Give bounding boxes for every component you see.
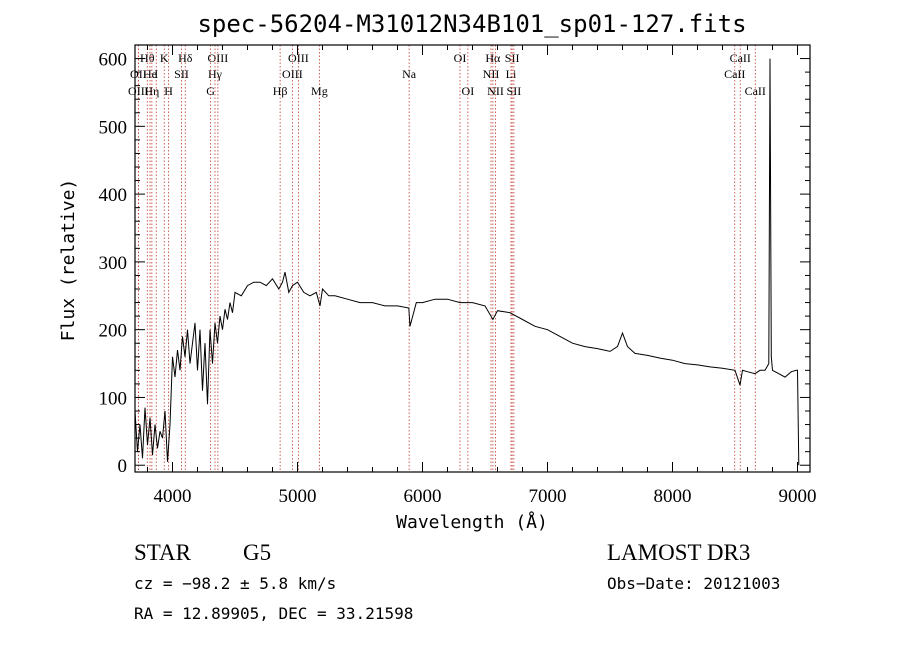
emission-line-label: CaII	[745, 84, 766, 98]
object-class: STAR	[134, 540, 192, 565]
x-tick-label: 9000	[779, 486, 817, 507]
emission-line-label: CaII	[730, 51, 751, 65]
plot-frame	[134, 44, 811, 473]
spectrum-line	[134, 58, 800, 466]
emission-line-label: SII	[174, 67, 189, 81]
emission-line-label: NII	[487, 84, 504, 98]
redshift-cz: cz = −98.2 ± 5.8 km/s	[134, 574, 336, 593]
emission-line-label: H	[164, 84, 173, 98]
x-tick-label: 4000	[154, 486, 192, 507]
emission-line-label: Hγ	[208, 67, 223, 81]
chart-title: spec-56204-M31012N34B101_sp01-127.fits	[197, 10, 746, 38]
y-tick-label: 500	[99, 117, 128, 138]
emission-line-label: OIII	[288, 51, 309, 65]
x-tick-label: 6000	[404, 486, 442, 507]
object-subclass: G5	[243, 540, 271, 565]
spectrum-plot	[134, 58, 800, 466]
emission-line-label: He	[143, 67, 157, 81]
y-tick-label: 200	[99, 321, 128, 342]
emission-line-label: Hθ	[140, 51, 155, 65]
x-axis-label: Wavelength (Å)	[396, 511, 548, 533]
emission-line-label: OIII	[282, 67, 303, 81]
x-axis-ticks: 4000 5000 6000 7000 8000 9000	[147, 45, 817, 507]
emission-line-label: Mg	[311, 84, 328, 98]
emission-line-label: OIII	[128, 84, 149, 98]
emission-line-label: I	[154, 67, 158, 81]
emission-line-label: Li	[506, 67, 517, 81]
emission-line-label: G	[206, 84, 215, 98]
emission-line-label: Hα	[485, 51, 501, 65]
y-tick-label: 400	[99, 185, 128, 206]
y-tick-label: 300	[99, 253, 128, 274]
emission-line-label: NII	[483, 67, 500, 81]
y-tick-label: 600	[99, 50, 128, 71]
emission-line-label: OI	[454, 51, 467, 65]
x-tick-label: 7000	[529, 486, 567, 507]
y-axis-label: Flux (relative)	[58, 179, 79, 342]
emission-line-label: CaII	[724, 67, 745, 81]
emission-line-label: Hδ	[178, 51, 193, 65]
emission-line-label: OIII	[208, 51, 229, 65]
y-axis-ticks: 0 100 200 300 400 500 600	[99, 50, 810, 477]
emission-line-label: SII	[505, 51, 520, 65]
x-tick-label: 5000	[279, 486, 317, 507]
x-tick-label: 8000	[654, 486, 692, 507]
emission-line-label: Na	[402, 67, 417, 81]
emission-line-label: SII	[507, 84, 522, 98]
y-tick-label: 100	[99, 388, 128, 409]
emission-line-label: Hβ	[273, 84, 288, 98]
survey-name: LAMOST DR3	[607, 540, 750, 565]
emission-line-label: OI	[462, 84, 475, 98]
ra-dec: RA = 12.89905, DEC = 33.21598	[134, 604, 413, 623]
emission-line-label: Hη	[144, 84, 159, 98]
emission-line-label: K	[160, 51, 169, 65]
observation-date: Obs−Date: 20121003	[607, 574, 780, 593]
y-tick-label: 0	[118, 456, 128, 477]
